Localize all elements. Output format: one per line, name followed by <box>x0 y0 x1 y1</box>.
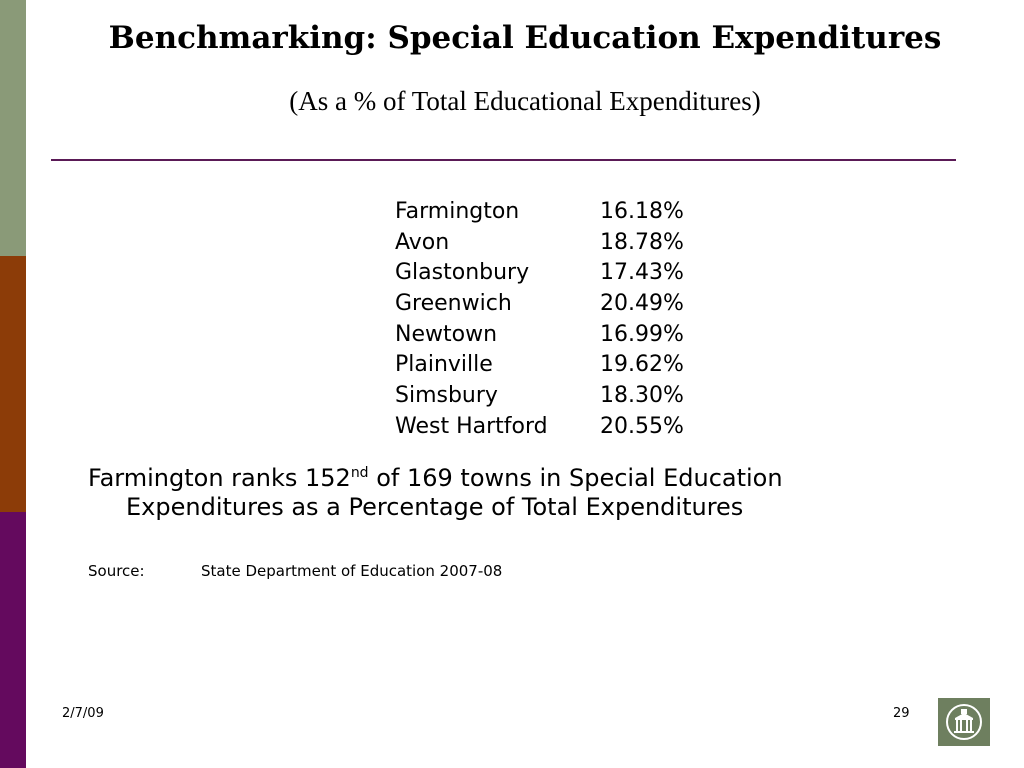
source-label: Source: <box>88 562 145 580</box>
page-number: 29 <box>893 706 910 721</box>
source-note: Source: State Department of Education 200… <box>88 562 502 580</box>
table-row: Newtown 16.99% <box>395 320 684 351</box>
ranking-text-start: Farmington ranks 152 <box>88 464 351 492</box>
source-text: State Department of Education 2007-08 <box>201 562 503 580</box>
table-row: West Hartford 20.55% <box>395 412 684 443</box>
ranking-text-line2: Expenditures as a Percentage of Total Ex… <box>126 493 744 521</box>
table-row: Greenwich 20.49% <box>395 289 684 320</box>
title-divider <box>51 159 956 161</box>
expenditure-table: Farmington 16.18% Avon 18.78% Glastonbur… <box>395 197 684 443</box>
town-name: Simsbury <box>395 383 498 409</box>
town-name: West Hartford <box>395 413 548 439</box>
town-hall-logo-icon <box>938 698 990 746</box>
slide-title: Benchmarking: Special Education Expendit… <box>108 20 942 56</box>
town-name: Newtown <box>395 321 498 347</box>
side-bar-purple <box>0 512 26 768</box>
town-percentage: 20.55% <box>600 413 684 439</box>
town-percentage: 19.62% <box>600 352 684 378</box>
footer-date: 2/7/09 <box>62 706 104 721</box>
ranking-statement: Farmington ranks 152nd of 169 towns in S… <box>88 464 948 522</box>
town-name: Greenwich <box>395 291 512 317</box>
table-row: Glastonbury 17.43% <box>395 258 684 289</box>
town-percentage: 20.49% <box>600 291 684 317</box>
town-percentage: 18.30% <box>600 383 684 409</box>
town-percentage: 18.78% <box>600 229 684 255</box>
slide-subtitle: (As a % of Total Educational Expenditure… <box>289 86 761 116</box>
table-row: Plainville 19.62% <box>395 350 684 381</box>
ranking-ordinal-suffix: nd <box>350 465 369 481</box>
town-percentage: 17.43% <box>600 260 684 286</box>
table-row: Farmington 16.18% <box>395 197 684 228</box>
table-row: Simsbury 18.30% <box>395 381 684 412</box>
ranking-text-end: of 169 towns in Special Education <box>368 464 783 492</box>
town-name: Plainville <box>395 352 493 378</box>
town-percentage: 16.18% <box>600 199 684 224</box>
table-row: Avon 18.78% <box>395 228 684 259</box>
town-name: Glastonbury <box>395 260 530 286</box>
side-bar-orange <box>0 256 26 512</box>
town-percentage: 16.99% <box>600 321 684 347</box>
town-name: Farmington <box>395 199 520 224</box>
town-name: Avon <box>395 229 450 255</box>
side-bar-green <box>0 0 26 256</box>
